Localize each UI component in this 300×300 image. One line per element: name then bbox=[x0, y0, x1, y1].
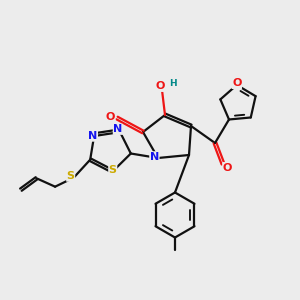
Text: N: N bbox=[150, 152, 159, 162]
Text: S: S bbox=[67, 171, 75, 181]
Text: N: N bbox=[88, 131, 98, 141]
Text: S: S bbox=[109, 165, 117, 175]
Text: O: O bbox=[106, 112, 115, 122]
Text: O: O bbox=[156, 81, 165, 92]
Text: H: H bbox=[169, 79, 177, 88]
Text: N: N bbox=[113, 124, 123, 134]
Text: O: O bbox=[223, 163, 232, 172]
Text: O: O bbox=[232, 79, 242, 88]
